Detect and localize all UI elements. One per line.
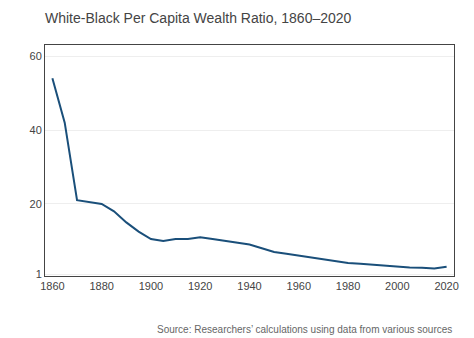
svg-text:1960: 1960 (287, 280, 311, 292)
svg-text:2000: 2000 (385, 280, 409, 292)
svg-text:1860: 1860 (40, 280, 64, 292)
svg-text:Source: Researchers’ calculati: Source: Researchers’ calculations using … (157, 324, 452, 335)
svg-text:White-Black Per Capita Wealth: White-Black Per Capita Wealth Ratio, 186… (45, 10, 352, 26)
svg-text:1880: 1880 (89, 280, 113, 292)
svg-text:1980: 1980 (336, 280, 360, 292)
svg-text:60: 60 (30, 50, 42, 62)
svg-text:1940: 1940 (237, 280, 261, 292)
svg-text:1900: 1900 (139, 280, 163, 292)
svg-text:40: 40 (30, 124, 42, 136)
svg-text:1920: 1920 (188, 280, 212, 292)
svg-text:2020: 2020 (434, 280, 458, 292)
svg-text:20: 20 (30, 198, 42, 210)
svg-text:1: 1 (36, 268, 42, 280)
